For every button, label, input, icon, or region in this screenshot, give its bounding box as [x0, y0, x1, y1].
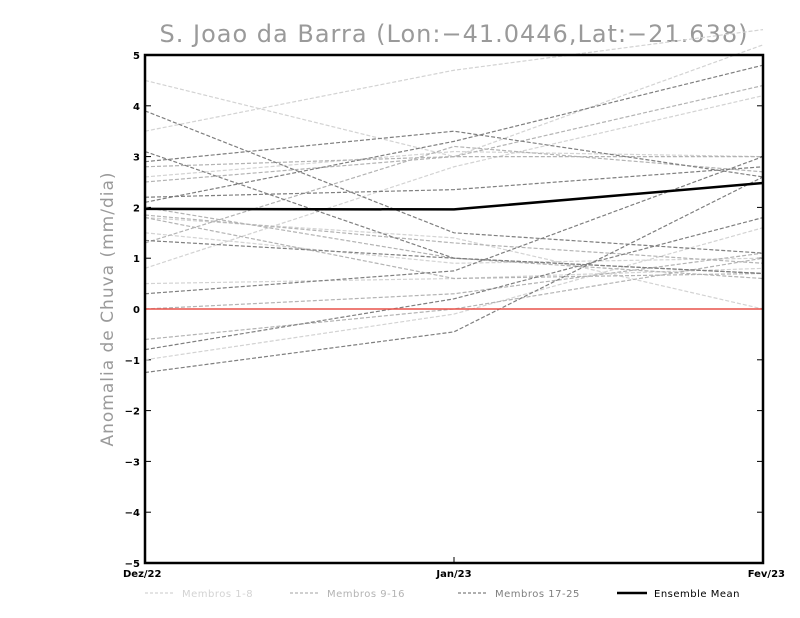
member-line-group-1: [144, 216, 764, 310]
member-line-group-2: [144, 145, 764, 244]
y-tick-label: −2: [125, 407, 140, 418]
member-line-group-3: [144, 110, 764, 254]
member-line-group-3: [144, 166, 764, 198]
member-line-group-3: [144, 130, 764, 178]
y-tick-label: 5: [133, 51, 140, 62]
y-tick-label: 1: [133, 254, 140, 265]
member-line-group-3: [144, 216, 764, 351]
y-tick-label: −4: [125, 508, 140, 519]
member-line-group-1: [144, 150, 764, 178]
chart-title: S. Joao da Barra (Lon:−41.0446,Lat:−21.6…: [160, 20, 749, 48]
y-tick-label: 3: [133, 153, 140, 164]
legend-label: Ensemble Mean: [654, 589, 740, 600]
member-line-group-1: [144, 44, 764, 158]
y-tick-label: −3: [125, 457, 140, 468]
member-line-group-2: [144, 252, 764, 310]
member-line-group-3: [144, 239, 764, 275]
y-tick-label: 2: [133, 203, 140, 214]
member-line-group-2: [144, 257, 764, 341]
member-line-group-2: [144, 214, 764, 264]
y-tick-label: −5: [125, 559, 140, 570]
plot-frame: [143, 53, 765, 565]
member-line-group-2: [144, 216, 764, 280]
member-line-group-1: [144, 232, 764, 264]
legend: Membros 1-8 Membros 9-16 Membros 17-25 Ense…: [145, 589, 740, 600]
ensemble-mean-line: [144, 181, 764, 211]
y-axis-label: Anomalia de Chuva (mm/dia): [98, 171, 118, 446]
member-line-group-3: [144, 156, 764, 295]
x-tick-label: Dez/22: [123, 569, 162, 580]
x-tick-label: Jan/23: [435, 569, 471, 580]
member-line-group-1: [144, 95, 764, 269]
member-line-group-3: [144, 64, 764, 203]
y-tick-label: −1: [125, 356, 140, 367]
member-line-group-3: [144, 176, 764, 374]
legend-label: Membros 9-16: [327, 589, 405, 600]
member-line-group-2: [144, 156, 763, 168]
member-line-group-1: [144, 29, 764, 132]
member-line-group-2: [144, 84, 764, 183]
legend-label: Membros 17-25: [495, 589, 580, 600]
member-line-group-2: [144, 206, 764, 280]
y-tick-label: 0: [133, 305, 140, 316]
x-tick-label: Fev/23: [748, 569, 785, 580]
member-line-group-1: [144, 227, 764, 361]
legend-label: Membros 1-8: [182, 589, 253, 600]
y-tick-label: 4: [133, 102, 140, 113]
